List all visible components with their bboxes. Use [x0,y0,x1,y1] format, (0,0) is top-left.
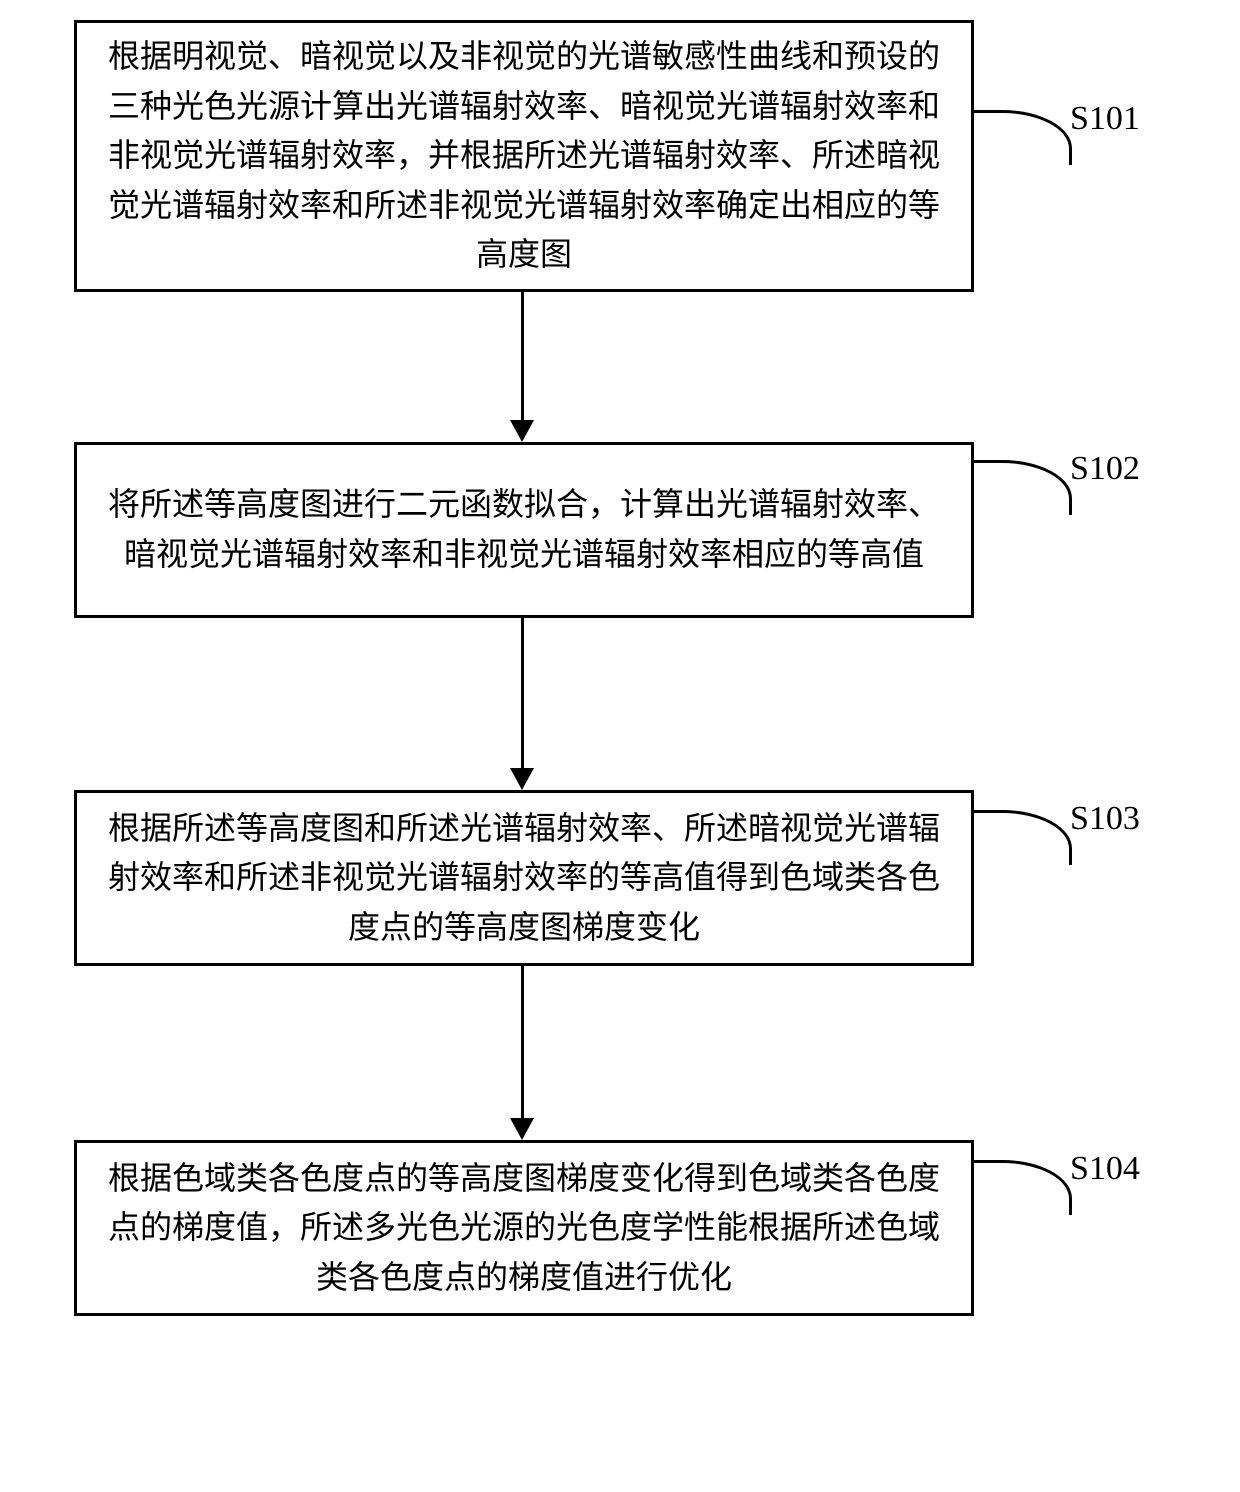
label-s104: S104 [1070,1150,1140,1188]
arrow-line [521,292,524,420]
leader-s101 [972,110,1072,165]
flow-node-s101: 根据明视觉、暗视觉以及非视觉的光谱敏感性曲线和预设的三种光色光源计算出光谱辐射效… [74,20,974,292]
leader-s102 [972,460,1072,515]
label-s103: S103 [1070,800,1140,838]
leader-s103 [972,810,1072,865]
label-s102: S102 [1070,450,1140,488]
leader-s104 [972,1160,1072,1215]
arrow-line [521,966,524,1118]
arrow-head-icon [510,420,534,442]
label-s101: S101 [1070,100,1140,138]
node-text: 将所述等高度图进行二元函数拟合，计算出光谱辐射效率、暗视觉光谱辐射效率和非视觉光… [101,480,947,579]
arrow-head-icon [510,1118,534,1140]
flowchart-canvas: 根据明视觉、暗视觉以及非视觉的光谱敏感性曲线和预设的三种光色光源计算出光谱辐射效… [0,0,1240,1492]
flow-node-s102: 将所述等高度图进行二元函数拟合，计算出光谱辐射效率、暗视觉光谱辐射效率和非视觉光… [74,442,974,618]
node-text: 根据色域类各色度点的等高度图梯度变化得到色域类各色度点的梯度值，所述多光色光源的… [101,1154,947,1303]
flow-node-s103: 根据所述等高度图和所述光谱辐射效率、所述暗视觉光谱辐射效率和所述非视觉光谱辐射效… [74,790,974,966]
node-text: 根据明视觉、暗视觉以及非视觉的光谱敏感性曲线和预设的三种光色光源计算出光谱辐射效… [101,32,947,280]
arrow-head-icon [510,768,534,790]
arrow-line [521,618,524,768]
flow-node-s104: 根据色域类各色度点的等高度图梯度变化得到色域类各色度点的梯度值，所述多光色光源的… [74,1140,974,1316]
node-text: 根据所述等高度图和所述光谱辐射效率、所述暗视觉光谱辐射效率和所述非视觉光谱辐射效… [101,804,947,953]
